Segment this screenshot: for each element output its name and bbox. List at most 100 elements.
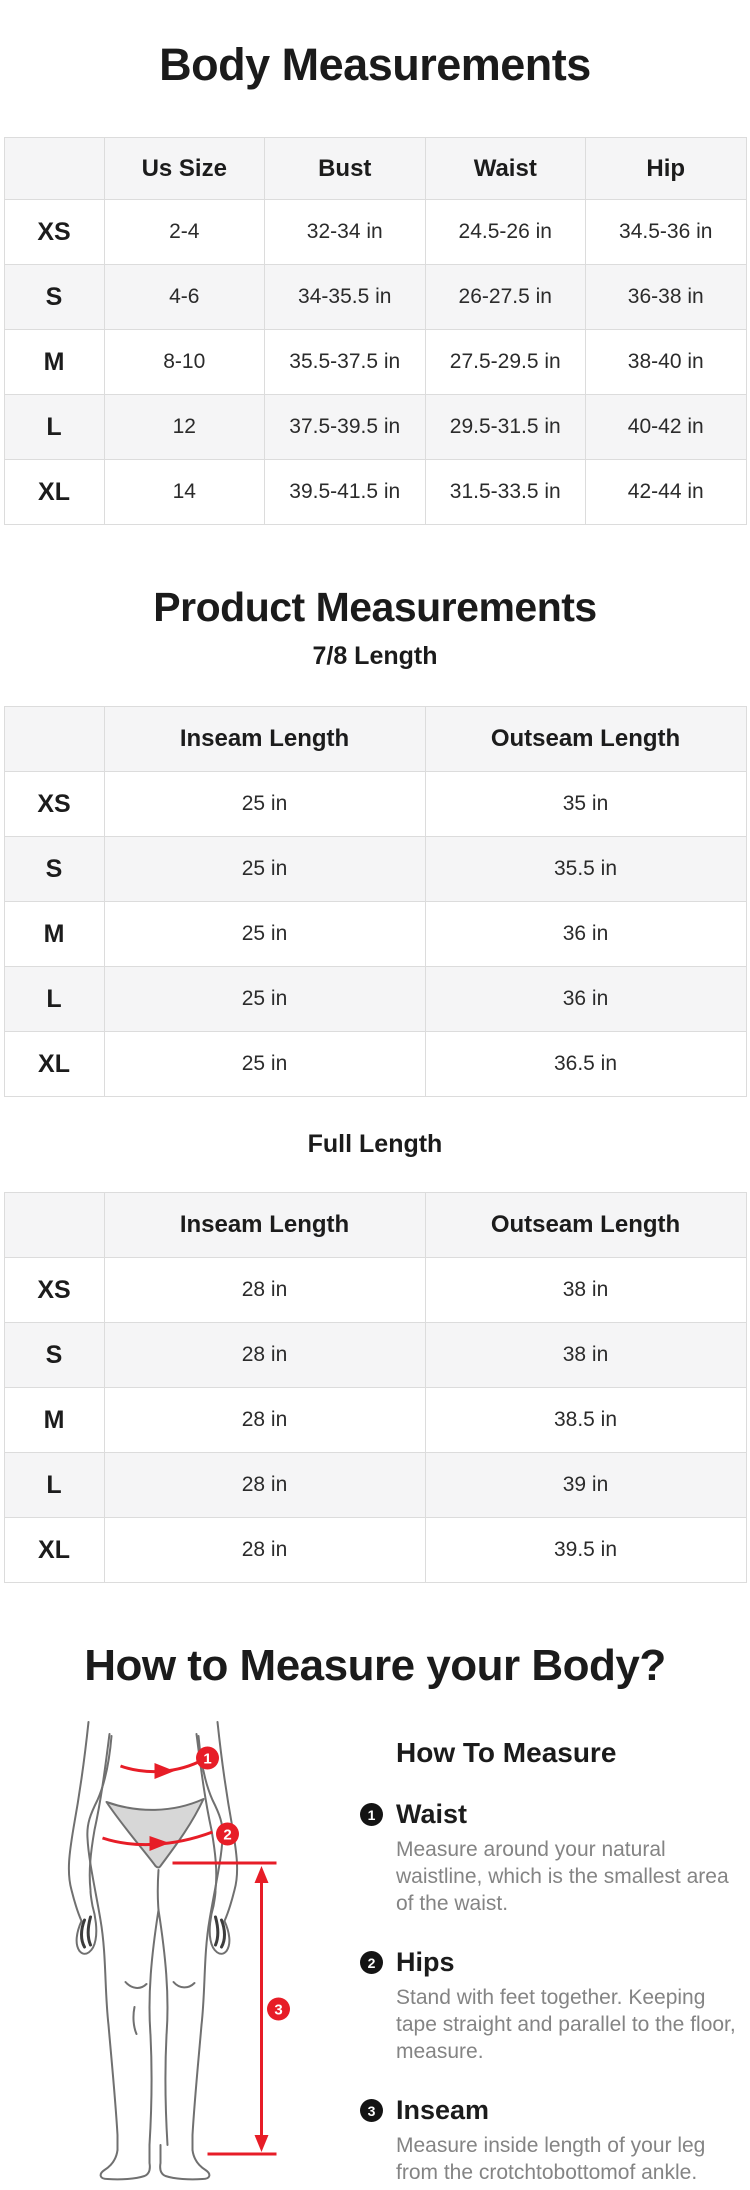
value-cell: 28 in — [103, 1257, 426, 1323]
value-cell: 34.5-36 in — [585, 199, 747, 265]
value-cell: 14 — [103, 459, 265, 525]
header-row: Us Size Bust Waist Hip — [3, 137, 747, 200]
value-cell: 28 in — [103, 1517, 426, 1583]
product-measurements-title: Product Measurements — [153, 584, 597, 630]
value-cell: 36 in — [424, 901, 747, 967]
value-cell: 36.5 in — [424, 1031, 747, 1097]
value-cell: 40-42 in — [585, 394, 747, 460]
size-cell: L — [3, 1452, 105, 1518]
column-header-inseam: Inseam Length — [103, 1192, 426, 1258]
value-cell: 38-40 in — [585, 329, 747, 395]
column-header-blank — [3, 137, 105, 200]
hand-shading — [80, 1915, 226, 1949]
value-cell: 8-10 — [103, 329, 265, 395]
step-text: Measure inside length of your leg from t… — [396, 2134, 706, 2184]
step-3-badge-icon — [267, 1997, 290, 2021]
value-cell: 4-6 — [103, 264, 265, 330]
table-row: S 28 in 38 in — [3, 1322, 747, 1388]
value-cell: 35 in — [424, 771, 747, 837]
table-row: L 25 in 36 in — [3, 966, 747, 1032]
value-cell: 35.5 in — [424, 836, 747, 902]
size-cell: M — [3, 901, 105, 967]
table-row: M 28 in 38.5 in — [3, 1387, 747, 1453]
value-cell: 34-35.5 in — [264, 264, 426, 330]
size-cell: XS — [3, 199, 105, 265]
value-cell: 12 — [103, 394, 265, 460]
header-row: Inseam Length Outseam Length — [3, 1192, 747, 1258]
step-inseam: 3 Inseam Measure inside length of your l… — [360, 2095, 745, 2186]
column-header-hip: Hip — [585, 137, 747, 200]
measure-instructions: How To Measure 1 Waist Measure around yo… — [360, 1720, 745, 2186]
value-cell: 25 in — [103, 771, 426, 837]
header-row: Inseam Length Outseam Length — [3, 706, 747, 772]
table-row: L 28 in 39 in — [3, 1452, 747, 1518]
value-cell: 36 in — [424, 966, 747, 1032]
step-1-badge: 1 — [360, 1803, 383, 1826]
how-to-measure-title: How to Measure your Body? — [84, 1641, 666, 1690]
value-cell: 36-38 in — [585, 264, 747, 330]
step-3-badge: 3 — [360, 2099, 383, 2122]
step-3-badge-num: 3 — [274, 2002, 282, 2019]
step-badges-diagram: 1 2 3 — [196, 1746, 290, 2021]
table-row: XS 2-4 32-34 in 24.5-26 in 34.5-36 in — [3, 199, 747, 265]
table-row: L 12 37.5-39.5 in 29.5-31.5 in 40-42 in — [3, 394, 747, 460]
step-waist: 1 Waist Measure around your natural wais… — [360, 1799, 745, 1917]
size-cell: XL — [3, 1517, 105, 1583]
table-row: M 25 in 36 in — [3, 901, 747, 967]
value-cell: 2-4 — [103, 199, 265, 265]
body-diagram: 1 2 3 — [30, 1720, 330, 2185]
size-cell: XL — [3, 1031, 105, 1097]
step-hips: 2 Hips Stand with feet together. Keeping… — [360, 1947, 745, 2065]
column-header-waist: Waist — [424, 137, 586, 200]
value-cell: 39.5 in — [424, 1517, 747, 1583]
size-cell: L — [3, 966, 105, 1032]
value-cell: 28 in — [103, 1322, 426, 1388]
step-title: Inseam — [396, 2095, 490, 2125]
size-cell: S — [3, 836, 105, 902]
panty-shape — [105, 1798, 205, 1869]
value-cell: 29.5-31.5 in — [424, 394, 586, 460]
value-cell: 28 in — [103, 1387, 426, 1453]
table-row: S 4-6 34-35.5 in 26-27.5 in 36-38 in — [3, 264, 747, 330]
size-cell: S — [3, 1322, 105, 1388]
value-cell: 42-44 in — [585, 459, 747, 525]
step-2-badge-icon — [216, 1822, 239, 1846]
value-cell: 25 in — [103, 836, 426, 902]
how-to-measure-section: 1 2 3 How To Measure 1 Waist Measure aro… — [0, 1720, 750, 2186]
figure-outline — [67, 1721, 239, 2181]
step-title: Waist — [396, 1799, 468, 1829]
table-row: S 25 in 35.5 in — [3, 836, 747, 902]
column-header-bust: Bust — [264, 137, 426, 200]
value-cell: 38 in — [424, 1322, 747, 1388]
column-header-inseam: Inseam Length — [103, 706, 426, 772]
value-cell: 38 in — [424, 1257, 747, 1323]
step-1-badge-num: 1 — [203, 1751, 211, 1768]
value-cell: 28 in — [103, 1452, 426, 1518]
value-cell: 35.5-37.5 in — [264, 329, 426, 395]
step-text: Measure around your natural waistline, w… — [396, 1838, 729, 1915]
step-2-badge: 2 — [360, 1951, 383, 1974]
step-1-badge-icon — [196, 1746, 219, 1770]
table-row: XL 25 in 36.5 in — [3, 1031, 747, 1097]
table-row: M 8-10 35.5-37.5 in 27.5-29.5 in 38-40 i… — [3, 329, 747, 395]
value-cell: 31.5-33.5 in — [424, 459, 586, 525]
size-cell: S — [3, 264, 105, 330]
size-cell: XS — [3, 771, 105, 837]
table-row: XL 28 in 39.5 in — [3, 1517, 747, 1583]
step-2-badge-num: 2 — [223, 1827, 231, 1844]
step-title: Hips — [396, 1947, 455, 1977]
value-cell: 39.5-41.5 in — [264, 459, 426, 525]
column-header-us-size: Us Size — [103, 137, 265, 200]
measurement-arrowheads — [149, 1763, 269, 2152]
column-header-outseam: Outseam Length — [424, 1192, 747, 1258]
size-cell: XS — [3, 1257, 105, 1323]
size-cell: L — [3, 394, 105, 460]
how-to-measure-subtitle: How To Measure — [396, 1737, 617, 1768]
seven-eighth-length-table: Inseam Length Outseam Length XS 25 in 35… — [3, 706, 747, 1097]
value-cell: 26-27.5 in — [424, 264, 586, 330]
value-cell: 25 in — [103, 1031, 426, 1097]
value-cell: 37.5-39.5 in — [264, 394, 426, 460]
full-length-table: Inseam Length Outseam Length XS 28 in 38… — [3, 1192, 747, 1583]
size-cell: M — [3, 1387, 105, 1453]
value-cell: 32-34 in — [264, 199, 426, 265]
